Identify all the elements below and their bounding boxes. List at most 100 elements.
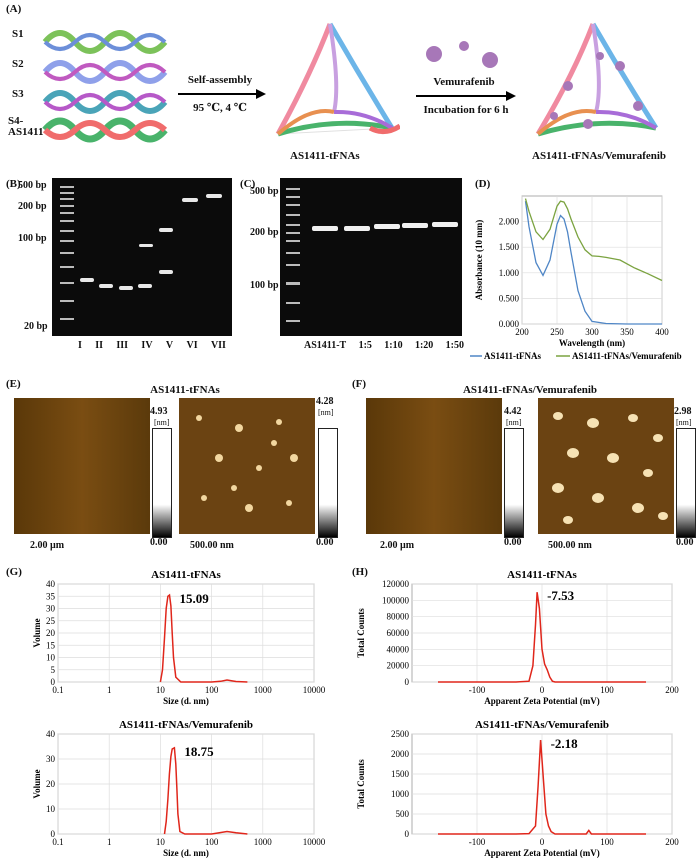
dls-size-chart-1: AS1411-tFNAs 0.1 1 10 100 1000 10000 0 5 10 15 20 25… [32,569,326,706]
b-lane-vii: VII [210,340,226,351]
afm-e-colorbar-1 [152,428,172,538]
series-line [438,592,646,683]
y-tick-label: 1500 [391,769,410,779]
y-tick-label: 120000 [382,579,410,589]
b-lane-labels: I II III IV V VI VII [52,340,232,351]
y-tick-label: 2000 [391,749,410,759]
x-tick-label: 350 [620,327,634,337]
afm-e2-scale: 500.00 nm [190,540,234,551]
y-tick-label: 1.000 [499,268,520,278]
b-lane-i: I [78,340,82,351]
c-lane-1-50: 1:50 [445,340,464,351]
y-tick-label: 5 [51,665,56,675]
peak-label: -7.53 [547,588,575,603]
afm-e2-particles [196,415,298,512]
product1-label: AS1411-tFNAs [290,150,360,162]
afm-f2-particles [552,412,668,524]
strand-s3-label: S3 [12,88,24,100]
panel-h-label: (H) [352,566,368,578]
afm-f1-scale: 2.00 µm [380,540,415,551]
afm-e1-max: 4.93 [150,406,168,417]
chart-title: AS1411-tFNAs [151,569,221,581]
x-tick-label: 10000 [303,837,326,847]
c-lane-1-5: 1:5 [358,340,372,351]
afm-f1-min: 0.00 [504,537,522,548]
y-tick-label: 10 [46,804,56,814]
x-axis-label: Size (d. nm) [163,696,209,706]
y-tick-label: 80000 [387,612,410,622]
x-tick-label: 100 [600,837,614,847]
b-lane-v: V [165,340,174,351]
chart-title: AS1411-tFNAs/Vemurafenib [119,719,253,731]
y-tick-label: 0 [405,829,410,839]
afm-e-image-2 [179,398,315,534]
panel-b-label: (B) [6,178,21,190]
x-axis-label: Size (d. nm) [163,848,209,858]
strand-s1-label: S1 [12,28,24,40]
y-tick-label: 20 [46,628,56,638]
b-marker-200: 200 bp [18,201,47,212]
afm-f-colorbar-1 [504,428,524,538]
x-tick-label: 1 [107,837,112,847]
c-marker-500: 500 bp [250,186,279,197]
peak-label: 15.09 [180,591,210,606]
uv-absorbance-chart: 200 250 300 350 400 0.000 0.500 1.000 1.500 2.000… [470,195,682,361]
afm-e2-unit: [nm] [318,408,334,417]
product2-label: AS1411-tFNAs/Vemurafenib [532,150,667,162]
x-tick-label: 0 [540,685,545,695]
y-tick-label: 15 [46,640,56,650]
y-tick-label: 500 [396,809,410,819]
step1-line2: 95 ℃, 4 ℃ [193,102,247,114]
x-tick-label: 1 [107,685,112,695]
y-tick-label: 30 [46,754,56,764]
y-axis-label: Volume [32,769,42,798]
step2-line1: Vemurafenib [433,76,495,88]
strand-s2-label: S2 [12,58,24,70]
legend-label: AS1411-tFNAs [484,351,541,361]
x-tick-label: 10000 [303,685,326,695]
y-tick-label: 35 [46,591,56,601]
x-tick-label: 0 [540,837,545,847]
c-lane-1-10: 1:10 [384,340,403,351]
x-tick-label: 10 [156,685,166,695]
step2-line2: Incubation for 6 h [423,104,509,116]
vemurafenib-molecules-icon [426,41,498,68]
y-tick-label: 25 [46,616,56,626]
y-tick-label: 0 [405,677,410,687]
y-tick-label: 60000 [387,628,410,638]
panel-c-label: (C) [240,178,256,190]
step2-arrow [416,91,516,101]
c-marker-100: 100 bp [250,280,279,291]
y-tick-label: 2.000 [499,217,520,227]
b-marker-100: 100 bp [18,233,47,244]
panel-e-title: AS1411-tFNAs [150,384,220,396]
panel-d-label: (D) [475,178,491,190]
dna-strands-illustration [42,30,168,143]
x-tick-label: 400 [655,327,669,337]
y-tick-label: 0.000 [499,319,520,329]
y-tick-label: 20000 [387,661,410,671]
afm-f-colorbar-2 [676,428,696,538]
panel-f-label: (F) [352,378,367,390]
afm-e1-scale: 2.00 µm [30,540,65,551]
afm-f1-max: 4.42 [504,406,522,417]
x-tick-label: -100 [469,685,486,695]
afm-f1-unit: [nm] [506,418,522,427]
y-tick-label: 40000 [387,644,410,654]
b-marker-20: 20 bp [24,321,48,332]
afm-f-image-1 [366,398,502,534]
c-lane-as1411-t: AS1411-T [304,340,347,351]
c-lane-labels: AS1411-T 1:5 1:10 1:20 1:50 [304,340,464,351]
x-tick-label: 100 [205,837,219,847]
y-tick-label: 20 [46,779,56,789]
zeta-chart-1: AS1411-tFNAs -100 0 100 200 0 20000 40000 60000 8… [356,569,679,706]
panel-e-label: (E) [6,378,21,390]
gel-c-image [280,178,462,336]
afm-e2-min: 0.00 [316,537,334,548]
b-lane-ii: II [95,340,104,351]
series-line [524,198,663,282]
series-line [438,739,646,835]
x-tick-label: 1000 [254,837,273,847]
c-marker-200: 200 bp [250,227,279,238]
y-tick-label: 40 [46,579,56,589]
